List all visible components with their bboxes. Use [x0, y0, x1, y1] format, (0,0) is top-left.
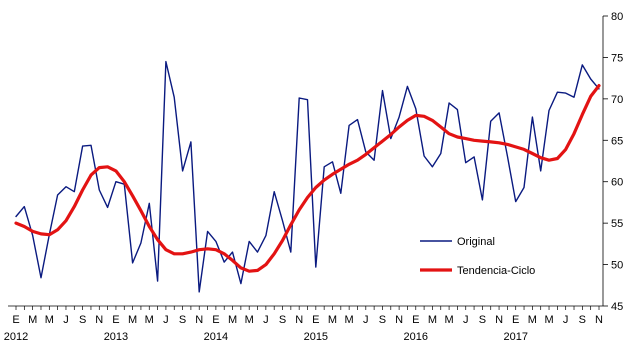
x-year-label: 2016: [404, 331, 428, 343]
x-tick-label: N: [595, 314, 603, 326]
y-tick-label: 50: [611, 260, 623, 272]
x-tick-label: N: [495, 314, 503, 326]
x-year-label: 2013: [104, 331, 128, 343]
x-year-label: 2012: [4, 331, 28, 343]
y-tick-label: 80: [611, 11, 623, 23]
y-tick-label: 45: [611, 301, 623, 313]
x-tick-label: S: [479, 314, 486, 326]
x-tick-label: S: [179, 314, 186, 326]
x-year-label: 2015: [304, 331, 328, 343]
x-tick-label: M: [345, 314, 354, 326]
x-tick-label: J: [563, 314, 569, 326]
x-tick-label: M: [45, 314, 54, 326]
y-tick-label: 70: [611, 94, 623, 106]
x-tick-label: M: [528, 314, 537, 326]
series-line-original: [15, 60, 600, 293]
x-tick-label: S: [79, 314, 86, 326]
x-tick-label: M: [28, 314, 37, 326]
x-year-label: 2014: [204, 331, 228, 343]
x-tick-label: N: [195, 314, 203, 326]
y-tick-label: 55: [611, 218, 623, 230]
x-tick-label: J: [163, 314, 169, 326]
y-tick-label: 75: [611, 52, 623, 64]
x-tick-label: M: [428, 314, 437, 326]
x-tick-label: M: [145, 314, 154, 326]
x-tick-label: E: [312, 314, 319, 326]
series-layer: [14, 60, 601, 293]
x-tick-label: J: [263, 314, 269, 326]
series-line-tendencia-ciclo: [14, 83, 601, 273]
x-tick-label: N: [395, 314, 403, 326]
x-tick-label: S: [379, 314, 386, 326]
x-tick-label: M: [245, 314, 254, 326]
x-tick-label: E: [112, 314, 119, 326]
x-tick-label: M: [444, 314, 453, 326]
y-axis: 45 50 55 60 65 70 75 80: [603, 11, 623, 313]
x-tick-label: J: [363, 314, 369, 326]
y-tick-label: 65: [611, 135, 623, 147]
x-year-label: 2017: [503, 331, 527, 343]
x-tick-label: S: [579, 314, 586, 326]
x-tick-label: E: [412, 314, 419, 326]
x-axis: E M M J S N E M M J S N E M M J S N E M M J S N E M M J S N E M M J S N2012…: [4, 306, 603, 343]
legend-label: Original: [457, 236, 495, 248]
x-tick-label: M: [544, 314, 553, 326]
plot-frame: [8, 16, 604, 307]
x-tick-label: N: [95, 314, 103, 326]
x-tick-label: E: [212, 314, 219, 326]
x-tick-label: M: [128, 314, 137, 326]
y-tick-label: 60: [611, 177, 623, 189]
x-tick-label: M: [328, 314, 337, 326]
x-tick-label: J: [63, 314, 69, 326]
x-tick-label: E: [12, 314, 19, 326]
legend-label: Tendencia-Ciclo: [457, 265, 535, 277]
x-tick-label: J: [463, 314, 469, 326]
x-tick-label: E: [512, 314, 519, 326]
x-tick-label: S: [279, 314, 286, 326]
legend: Original Tendencia-Ciclo: [420, 236, 535, 277]
x-tick-label: N: [295, 314, 303, 326]
x-tick-label: M: [228, 314, 237, 326]
